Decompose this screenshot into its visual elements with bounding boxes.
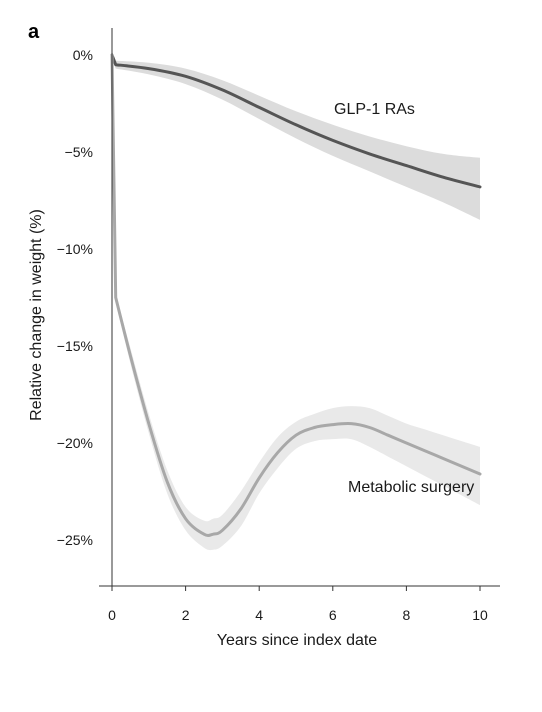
x-tick-label: 2 — [182, 607, 190, 623]
x-tick-label: 6 — [329, 607, 337, 623]
y-tick-label: −5% — [65, 144, 93, 160]
x-tick-label: 8 — [403, 607, 411, 623]
series-lines — [110, 53, 482, 537]
tick-labels: 0 2 4 6 8 10 0% −5% −10% −15% −20% −25% — [57, 47, 488, 623]
y-tick-label: 0% — [73, 47, 93, 63]
ci-band-glp1 — [112, 51, 480, 220]
x-tick-label: 10 — [472, 607, 488, 623]
x-axis-title: Years since index date — [217, 632, 378, 649]
confidence-bands — [112, 51, 480, 551]
y-axis-title: Relative change in weight (%) — [28, 209, 45, 421]
axes — [99, 28, 500, 587]
series-line-glp1 — [110, 53, 482, 189]
y-tick-label: −15% — [57, 338, 93, 354]
panel-label: a — [28, 21, 40, 43]
series-label-glp1: GLP-1 RAs — [334, 101, 415, 118]
series-line-surgery — [110, 53, 482, 537]
x-tick-label: 4 — [255, 607, 263, 623]
series-label-surgery: Metabolic surgery — [348, 479, 474, 496]
y-tick-label: −25% — [57, 532, 93, 548]
y-tick-label: −20% — [57, 435, 93, 451]
x-tick-label: 0 — [108, 607, 116, 623]
y-tick-label: −10% — [57, 241, 93, 257]
ci-band-surgery — [112, 51, 480, 551]
